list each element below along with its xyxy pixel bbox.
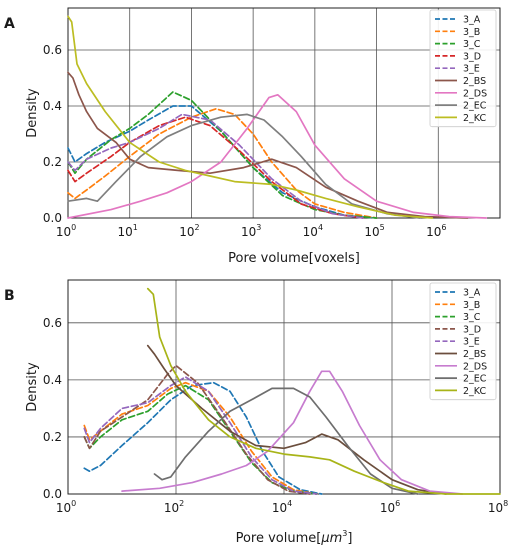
- grid: [67, 8, 500, 219]
- series-line-3_B: [67, 107, 378, 219]
- y-tick-label: 0.4: [43, 373, 62, 387]
- x-tick-label: 104: [303, 223, 323, 239]
- y-tick-label: 0.6: [43, 43, 62, 57]
- panel-label: A: [4, 16, 15, 32]
- x-tick-label: 100: [56, 223, 76, 239]
- legend-label: 3_E: [463, 337, 480, 348]
- x-tick-label: 102: [164, 499, 184, 515]
- legend-label: 2_KC: [463, 386, 487, 397]
- legend-label: 2_EC: [463, 101, 487, 112]
- series-line-3_D: [83, 364, 311, 495]
- x-tick-label: 101: [118, 223, 138, 239]
- series-line-3_B: [83, 381, 318, 495]
- y-tick-label: 0.0: [43, 211, 62, 225]
- x-tick-label: 100: [56, 499, 76, 515]
- x-tick-label: 108: [488, 499, 508, 515]
- legend-label: 3_B: [463, 27, 480, 38]
- series-line-2_BS: [67, 71, 469, 219]
- series-line-3_C: [83, 384, 318, 495]
- legend: 3_A3_B3_C3_D 3_E2_BS2_DS 2_EC2_KC: [429, 9, 497, 128]
- legend-label: 2_KC: [463, 113, 487, 124]
- series-line-3_E: [83, 376, 318, 495]
- x-tick-label: 105: [364, 223, 384, 239]
- legend-box: [429, 282, 497, 401]
- series-group: [83, 287, 501, 495]
- legend-label: 3_D: [463, 51, 481, 62]
- x-tick-label: 104: [272, 499, 292, 515]
- series-line-3_A: [83, 381, 323, 495]
- x-tick-label: 102: [179, 223, 199, 239]
- legend-label: 2_DS: [463, 361, 487, 372]
- series-line-3_C: [67, 91, 378, 219]
- y-tick-label: 0.2: [43, 430, 62, 444]
- y-tick-label: 0.4: [43, 99, 62, 113]
- series-line-2_KC: [146, 287, 501, 495]
- series-line-2_EC: [153, 387, 419, 495]
- legend-label: 3_C: [463, 312, 481, 323]
- series-line-2_KC: [67, 15, 434, 219]
- plot-frame: [67, 7, 501, 219]
- y-axis-label: Density: [25, 88, 40, 138]
- legend-label: 2_BS: [463, 349, 486, 360]
- panel-label: B: [4, 288, 15, 304]
- legend-label: 3_C: [463, 39, 481, 50]
- series-line-2_BS: [146, 344, 447, 495]
- legend-label: 2_DS: [463, 88, 487, 99]
- legend-label: 3_D: [463, 324, 481, 335]
- legend-label: 2_BS: [463, 76, 486, 87]
- series-line-2_DS: [67, 93, 488, 219]
- legend-label: 3_A: [463, 288, 481, 299]
- panel-a: A 100 101 102 103 104 105 106 0.0 0.2 0.4 0.6 Densit…: [4, 7, 501, 266]
- x-tick-label: 103: [241, 223, 261, 239]
- series-line-2_DS: [121, 370, 464, 495]
- legend-label: 3_A: [463, 15, 481, 26]
- y-tick-label: 0.2: [43, 155, 62, 169]
- legend: 3_A3_B3_C3_D 3_E2_BS2_DS 2_EC2_KC: [429, 282, 497, 401]
- series-line-2_EC: [67, 113, 421, 219]
- legend-label: 2_EC: [463, 374, 487, 385]
- plot-frame: [67, 279, 501, 495]
- series-group: [67, 15, 488, 219]
- y-axis-label: Density: [25, 362, 40, 412]
- x-axis-label: Pore volume[voxels]: [228, 251, 360, 266]
- x-tick-label: 106: [426, 223, 446, 239]
- y-tick-label: 0.0: [43, 487, 62, 501]
- series-line-3_D: [67, 116, 364, 219]
- x-tick-label: 106: [380, 499, 400, 515]
- legend-box: [429, 9, 497, 128]
- x-axis-label: Pore volume[μm3]: [236, 529, 353, 546]
- y-tick-label: 0.6: [43, 316, 62, 330]
- legend-label: 3_E: [463, 64, 480, 75]
- panel-b: B 100 102 104 106 108 0.0 0.2 0.4 0.6 Density Pore …: [4, 279, 508, 546]
- legend-label: 3_B: [463, 300, 480, 311]
- series-line-3_E: [67, 113, 364, 219]
